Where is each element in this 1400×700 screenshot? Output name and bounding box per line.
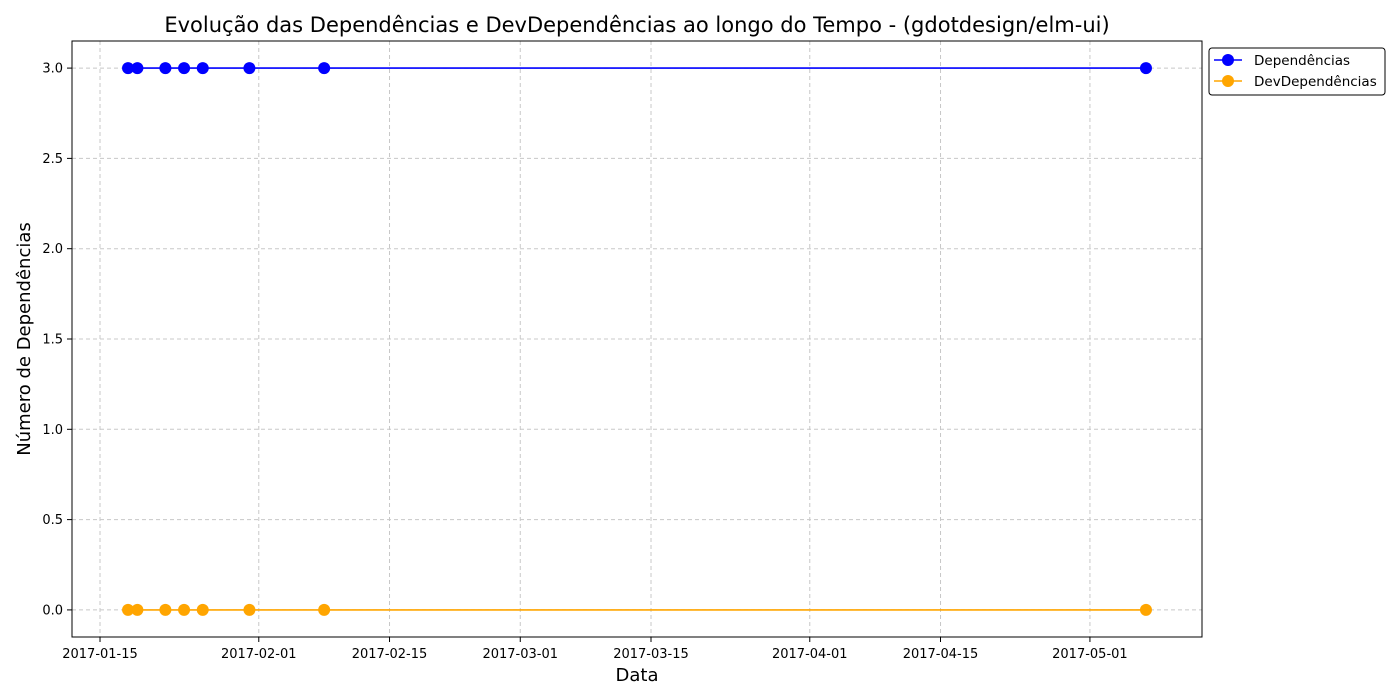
data-point: [196, 603, 209, 616]
x-axis-label: Data: [616, 665, 659, 686]
plot-frame: [71, 40, 1203, 638]
data-point: [131, 62, 144, 75]
legend-marker: [1222, 75, 1234, 87]
x-tick-label: 2017-02-15: [352, 647, 428, 662]
data-point: [159, 603, 172, 616]
data-point: [243, 62, 256, 75]
series-group: [122, 62, 1152, 616]
x-tick-label: 2017-02-01: [221, 647, 297, 662]
x-axis-ticks: 2017-01-15 2017-02-01 2017-02-15 2017-03-01…: [62, 637, 1128, 662]
data-point: [178, 62, 191, 75]
y-axis-label: Número de Dependências: [14, 222, 35, 456]
y-tick-label: 1.0: [42, 423, 63, 438]
data-point: [1139, 603, 1152, 616]
data-point: [122, 62, 135, 75]
legend-marker: [1222, 54, 1234, 66]
data-point: [318, 62, 331, 75]
x-tick-label: 2017-05-01: [1052, 647, 1128, 662]
data-point: [131, 603, 144, 616]
legend-label: DevDependências: [1254, 74, 1377, 90]
grid-lines: [72, 41, 1202, 637]
y-tick-label: 0.0: [42, 603, 63, 618]
data-point: [1139, 62, 1152, 75]
x-tick-label: 2017-03-01: [482, 647, 558, 662]
x-tick-label: 2017-01-15: [62, 647, 138, 662]
data-point: [159, 62, 172, 75]
data-point: [318, 603, 331, 616]
chart-title: Evolução das Dependências e DevDependênc…: [164, 13, 1109, 37]
data-point: [178, 603, 191, 616]
x-tick-label: 2017-04-01: [772, 647, 848, 662]
legend-frame: [1208, 47, 1386, 96]
y-tick-label: 2.5: [42, 152, 63, 167]
legend-label: Dependências: [1254, 53, 1350, 69]
y-axis-ticks: 0.0 0.5 1.0 1.5 2.0 2.5 3.0: [42, 62, 72, 618]
y-tick-label: 0.5: [42, 513, 63, 528]
legend: Dependências DevDependências: [1208, 47, 1386, 96]
y-tick-label: 1.5: [42, 333, 63, 348]
data-point: [122, 603, 135, 616]
y-tick-label: 3.0: [42, 62, 63, 77]
data-point: [243, 603, 256, 616]
data-point: [196, 62, 209, 75]
x-tick-label: 2017-03-15: [613, 647, 689, 662]
x-tick-label: 2017-04-15: [903, 647, 979, 662]
y-tick-label: 2.0: [42, 242, 63, 257]
